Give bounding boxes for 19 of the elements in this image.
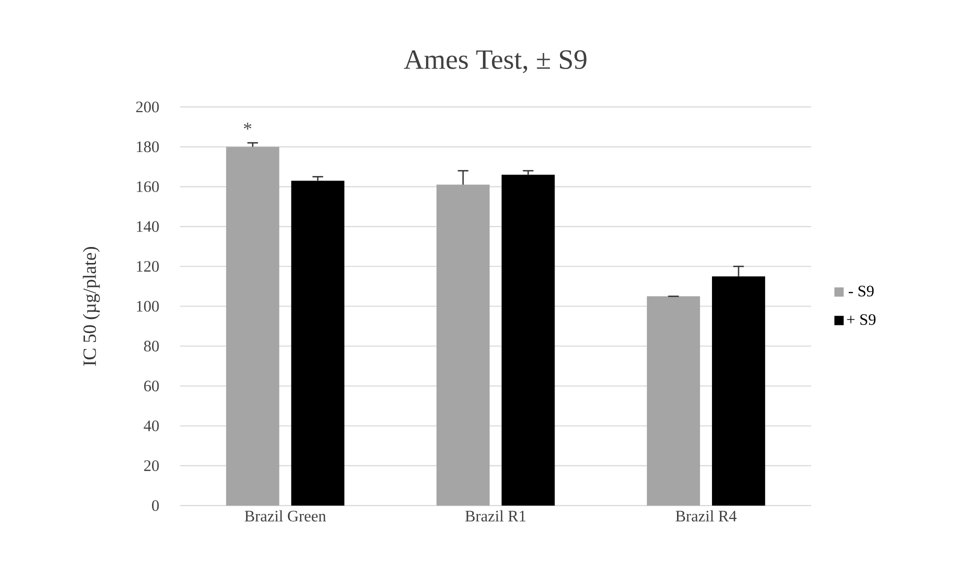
y-tick-label: 80 — [144, 340, 159, 352]
y-tick-label: 0 — [152, 500, 159, 511]
chart-title: Ames Test, ± S9 — [404, 50, 586, 74]
y-tick-label: 140 — [136, 221, 159, 232]
legend-label: + S9 — [847, 314, 876, 325]
y-tick-label: 200 — [136, 102, 159, 112]
x-tick-label: Brazil R4 — [676, 510, 737, 522]
annotation: * — [244, 122, 252, 130]
x-tick-label: Brazil R1 — [465, 510, 526, 522]
y-tick-label: 20 — [144, 460, 159, 472]
y-tick-label: 60 — [144, 380, 159, 392]
y-tick-label: 160 — [136, 181, 159, 192]
y-tick-label: 40 — [144, 420, 159, 432]
y-tick-label: 120 — [136, 261, 159, 272]
x-tick-label: Brazil Green — [244, 510, 326, 522]
y-tick-label: 100 — [136, 300, 159, 312]
y-axis-title: IC 50 (µg/plate) — [82, 246, 100, 366]
y-tick-label: 180 — [136, 141, 159, 152]
legend-label: - S9 — [848, 286, 874, 296]
